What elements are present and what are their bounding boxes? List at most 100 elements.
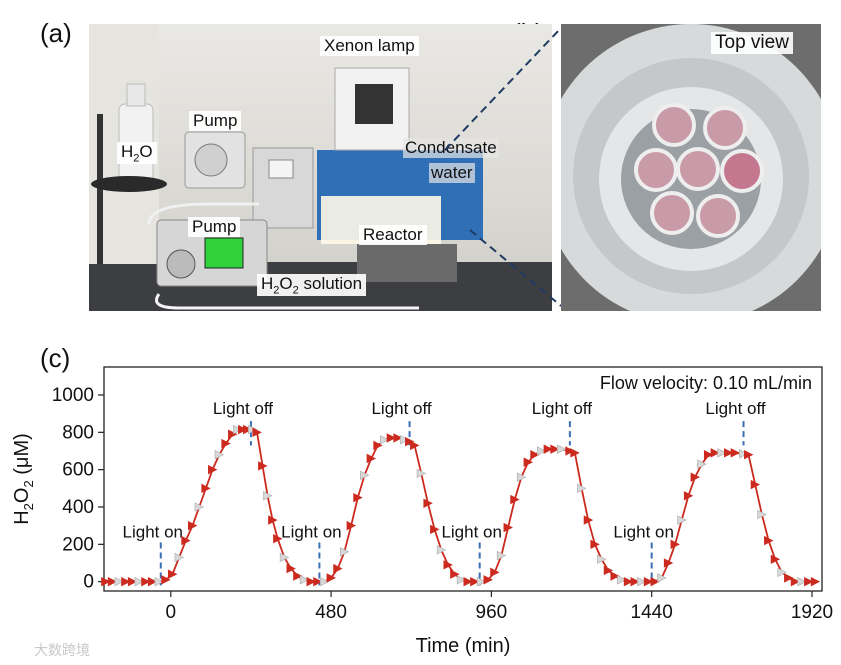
event-label: Light on (123, 522, 184, 541)
data-point (643, 576, 654, 587)
data-point (543, 444, 554, 454)
h2o2-sub2: 2 (292, 284, 299, 297)
data-point (319, 576, 330, 587)
y-title-unit: (μM) (11, 433, 33, 480)
data-point (630, 576, 640, 587)
pump-bottom-label: Pump (188, 217, 241, 237)
data-point (233, 424, 243, 435)
data-point (405, 436, 415, 447)
data-point (603, 565, 614, 576)
data-point (677, 515, 687, 525)
data-point (268, 515, 278, 525)
h2o2-h: H (261, 274, 274, 293)
data-point (181, 535, 191, 546)
data-point (810, 576, 821, 587)
data-point (717, 448, 727, 458)
data-point (577, 483, 587, 494)
x-tick-label: 1440 (631, 602, 673, 623)
y-tick-label: 800 (62, 422, 94, 443)
x-tick-label: 960 (476, 602, 508, 623)
data-point (416, 468, 427, 479)
flow-velocity-annotation: Flow velocity: 0.10 mL/min (600, 373, 812, 393)
data-point (286, 563, 296, 574)
top-view-photo: Top view (561, 24, 821, 311)
data-point (167, 569, 178, 579)
data-point (536, 446, 547, 456)
data-point (154, 576, 164, 587)
data-point (273, 534, 283, 544)
axis-ticks: 0 480 960 1440 1920 0 200 400 600 800 1000 (52, 385, 833, 623)
data-point (252, 427, 262, 438)
data-point (238, 424, 248, 435)
data-point (739, 449, 749, 459)
data-point (121, 576, 131, 587)
data-point (366, 453, 377, 464)
y-title-sub1: 2 (21, 503, 36, 510)
data-point (194, 502, 205, 512)
y-tick-label: 200 (62, 534, 94, 555)
y-tick-label: 400 (62, 497, 94, 518)
data-point (570, 448, 580, 458)
data-point (557, 444, 567, 454)
data-point (187, 520, 198, 531)
condensate-label: Condensate (403, 138, 499, 158)
data-point (496, 550, 507, 561)
data-point (784, 573, 794, 583)
x-axis-title: Time (min) (416, 635, 511, 657)
data-point (757, 509, 767, 520)
data-point (339, 547, 350, 557)
setup-photo-drawing (89, 24, 552, 311)
data-point (697, 459, 707, 469)
data-point (683, 491, 694, 501)
data-point (279, 552, 290, 563)
h2o2-tail: solution (298, 274, 363, 293)
x-tick-label: 0 (166, 602, 177, 623)
data-point (299, 575, 310, 585)
data-point (161, 575, 171, 585)
water-label: water (429, 163, 475, 183)
top-view-drawing (561, 24, 821, 311)
data-point (510, 494, 520, 505)
data-point (744, 450, 754, 460)
h2o2-sub1: 2 (273, 284, 280, 297)
data-point (214, 450, 225, 460)
data-point (127, 576, 138, 587)
data-point (353, 492, 363, 503)
data-point (610, 571, 620, 581)
data-point (703, 450, 714, 460)
data-point (174, 552, 185, 563)
data-point (590, 539, 600, 550)
data-point (663, 558, 674, 568)
data-point (804, 576, 814, 587)
setup-photo: Xenon lamp Pump H2O Condensate water Pum… (89, 24, 552, 311)
data-point (208, 464, 218, 475)
data-point (463, 576, 473, 587)
data-point (306, 576, 316, 587)
data-point (359, 470, 370, 480)
y-tick-label: 600 (62, 460, 94, 481)
data-point (770, 554, 781, 564)
data-point (134, 576, 144, 587)
data-point (423, 498, 433, 508)
data-point (750, 479, 761, 490)
pump-top-label: Pump (189, 111, 242, 131)
data-point (523, 457, 533, 467)
data-point (380, 435, 390, 445)
data-point (141, 576, 151, 587)
data-point (490, 567, 500, 578)
h2o-label: H2O (117, 142, 157, 165)
y-axis-title: H2O2 (μM) (11, 433, 36, 525)
event-label: Light on (613, 522, 674, 541)
data-point (710, 448, 721, 458)
data-point (258, 461, 268, 471)
h2o2-o: O (279, 274, 293, 293)
x-tick-label: 1920 (791, 602, 833, 623)
reactor-label: Reactor (359, 225, 427, 245)
data-point (221, 438, 231, 449)
data-point (430, 524, 440, 535)
data-point (617, 575, 627, 585)
data-point (777, 567, 787, 578)
panel-label-c: (c) (40, 343, 71, 373)
data-point (476, 576, 487, 587)
data-point (114, 576, 124, 587)
